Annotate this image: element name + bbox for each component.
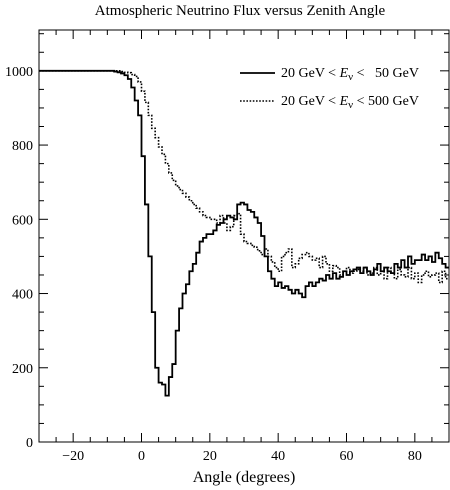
chart-title: Atmospheric Neutrino Flux versus Zenith … [95,3,386,19]
series-solid-line [39,69,449,397]
x-tick-label: −20 [62,449,84,464]
legend: 20 GeV < Eν < 50 GeV 20 GeV < Eν < 500 Ge… [240,66,419,111]
y-tick-label: 600 [12,213,33,228]
y-tick-label: 200 [12,362,33,377]
x-tick-label: 60 [340,449,354,464]
legend-label: 20 GeV < Eν < 50 GeV [281,66,419,83]
y-tick-label: 800 [12,139,33,154]
series-dotted-line [39,70,449,284]
x-tick-label: 80 [408,449,422,464]
y-tick-label: 400 [12,288,33,303]
x-axis-label: Angle (degrees) [193,469,296,486]
series-layer [39,69,449,397]
y-tick-label: 1000 [5,65,33,80]
legend-label: 20 GeV < Eν < 500 GeV [281,94,419,111]
y-tick-label: 0 [26,436,33,451]
x-tick-label: 0 [138,449,145,464]
x-tick-label: 20 [203,449,217,464]
x-tick-label: 40 [271,449,285,464]
plot-frame [38,29,450,443]
